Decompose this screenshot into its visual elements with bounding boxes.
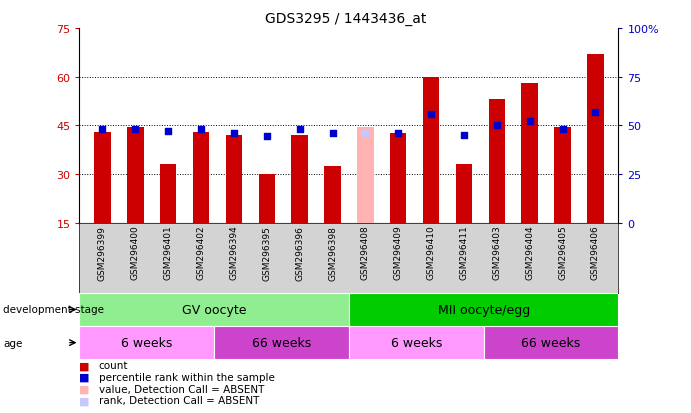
Bar xyxy=(423,77,439,223)
Text: GSM296410: GSM296410 xyxy=(426,225,435,280)
Text: GSM296396: GSM296396 xyxy=(295,225,304,280)
Bar xyxy=(127,128,144,223)
Text: ■: ■ xyxy=(79,372,90,382)
Text: GSM296405: GSM296405 xyxy=(558,225,567,280)
Bar xyxy=(587,55,604,223)
Bar xyxy=(324,166,341,223)
Text: GDS3295 / 1443436_at: GDS3295 / 1443436_at xyxy=(265,12,426,26)
Bar xyxy=(292,135,308,223)
Text: GSM296406: GSM296406 xyxy=(591,225,600,280)
Point xyxy=(426,111,437,118)
Text: GSM296411: GSM296411 xyxy=(460,225,468,280)
Text: age: age xyxy=(3,338,23,348)
Bar xyxy=(160,165,176,223)
Point xyxy=(97,126,108,133)
Bar xyxy=(193,133,209,223)
Text: GSM296400: GSM296400 xyxy=(131,225,140,280)
Text: GSM296394: GSM296394 xyxy=(229,225,238,280)
Bar xyxy=(349,326,484,359)
Text: 6 weeks: 6 weeks xyxy=(390,336,442,349)
Text: GV oocyte: GV oocyte xyxy=(182,303,247,316)
Bar xyxy=(349,293,618,326)
Point xyxy=(557,126,568,133)
Text: GSM296409: GSM296409 xyxy=(394,225,403,280)
Text: 6 weeks: 6 weeks xyxy=(121,336,173,349)
Bar xyxy=(456,165,472,223)
Bar xyxy=(79,293,349,326)
Point xyxy=(327,131,338,137)
Bar xyxy=(554,128,571,223)
Text: ■: ■ xyxy=(79,361,90,370)
Text: 66 weeks: 66 weeks xyxy=(522,336,580,349)
Text: GSM296399: GSM296399 xyxy=(98,225,107,280)
Text: GSM296401: GSM296401 xyxy=(164,225,173,280)
Text: rank, Detection Call = ABSENT: rank, Detection Call = ABSENT xyxy=(99,395,259,405)
Text: ■: ■ xyxy=(79,395,90,405)
Point xyxy=(229,131,240,137)
Text: development stage: development stage xyxy=(3,305,104,315)
Bar xyxy=(484,326,618,359)
Point xyxy=(590,109,601,116)
Text: MII oocyte/egg: MII oocyte/egg xyxy=(437,303,530,316)
Bar xyxy=(214,326,349,359)
Bar xyxy=(489,100,505,223)
Text: value, Detection Call = ABSENT: value, Detection Call = ABSENT xyxy=(99,384,264,394)
Bar xyxy=(258,174,275,223)
Point xyxy=(458,132,469,139)
Text: GSM296398: GSM296398 xyxy=(328,225,337,280)
Point xyxy=(360,131,371,137)
Bar xyxy=(357,128,374,223)
Text: GSM296408: GSM296408 xyxy=(361,225,370,280)
Point xyxy=(524,119,536,126)
Point xyxy=(491,123,502,129)
Text: GSM296404: GSM296404 xyxy=(525,225,534,280)
Text: GSM296403: GSM296403 xyxy=(493,225,502,280)
Text: ■: ■ xyxy=(79,384,90,394)
Point xyxy=(261,133,272,140)
Text: GSM296395: GSM296395 xyxy=(263,225,272,280)
Bar xyxy=(390,134,406,223)
Bar xyxy=(226,135,242,223)
Point xyxy=(196,126,207,133)
Point xyxy=(162,128,173,135)
Text: GSM296402: GSM296402 xyxy=(196,225,205,280)
Text: count: count xyxy=(99,361,129,370)
Point xyxy=(392,131,404,137)
Bar xyxy=(522,84,538,223)
Point xyxy=(130,126,141,133)
Bar xyxy=(94,133,111,223)
Point xyxy=(294,126,305,133)
Bar xyxy=(79,326,214,359)
Text: 66 weeks: 66 weeks xyxy=(252,336,311,349)
Text: percentile rank within the sample: percentile rank within the sample xyxy=(99,372,275,382)
